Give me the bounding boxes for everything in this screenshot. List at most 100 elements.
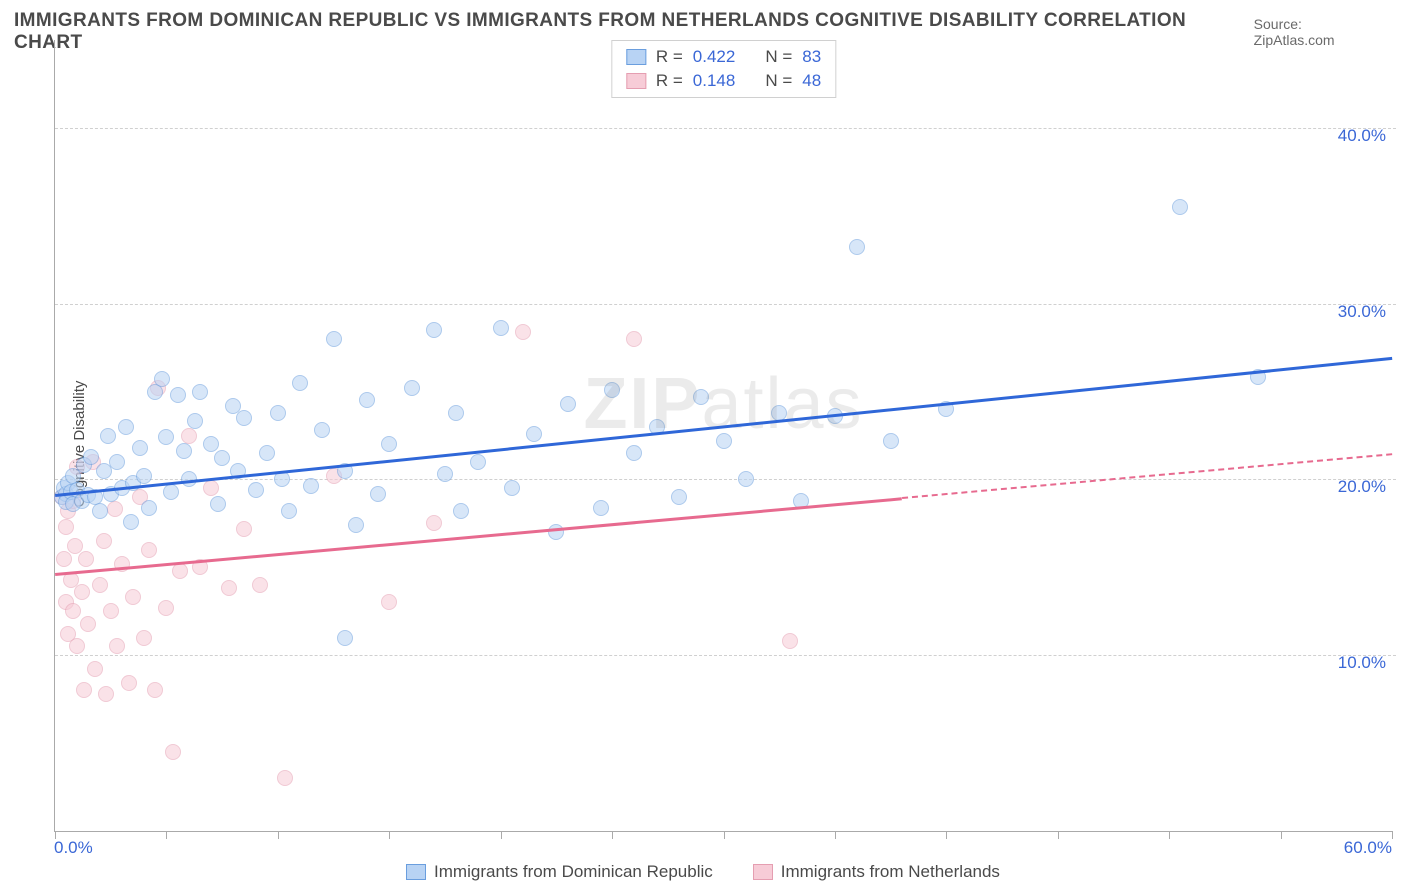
scatter-point <box>65 603 81 619</box>
scatter-point <box>136 468 152 484</box>
x-tick <box>946 831 947 839</box>
x-tick <box>612 831 613 839</box>
scatter-point <box>118 419 134 435</box>
scatter-point <box>849 239 865 255</box>
scatter-point <box>270 405 286 421</box>
scatter-point <box>326 331 342 347</box>
scatter-point <box>98 686 114 702</box>
scatter-point <box>381 436 397 452</box>
scatter-point <box>187 413 203 429</box>
gridline <box>55 304 1396 305</box>
legend-swatch-icon <box>626 49 646 65</box>
legend-item: Immigrants from Dominican Republic <box>406 862 713 882</box>
x-tick <box>1169 831 1170 839</box>
scatter-point <box>453 503 469 519</box>
scatter-point <box>359 392 375 408</box>
x-tick <box>389 831 390 839</box>
scatter-point <box>96 533 112 549</box>
scatter-point <box>604 382 620 398</box>
x-tick <box>501 831 502 839</box>
x-tick <box>1392 831 1393 839</box>
scatter-point <box>58 519 74 535</box>
scatter-point <box>221 580 237 596</box>
regression-line <box>55 497 902 576</box>
y-tick-label: 30.0% <box>1338 302 1386 322</box>
legend-stats-row: R = 0.148 N = 48 <box>626 69 821 93</box>
legend-bottom: Immigrants from Dominican Republic Immig… <box>0 862 1406 882</box>
scatter-point <box>123 514 139 530</box>
scatter-point <box>548 524 564 540</box>
scatter-point <box>693 389 709 405</box>
x-tick <box>166 831 167 839</box>
scatter-point <box>370 486 386 502</box>
scatter-point <box>92 503 108 519</box>
regression-line <box>902 453 1392 499</box>
legend-swatch-icon <box>406 864 426 880</box>
x-tick-label-min: 0.0% <box>54 838 93 858</box>
scatter-point <box>87 661 103 677</box>
scatter-point <box>109 638 125 654</box>
scatter-point <box>154 371 170 387</box>
scatter-point <box>493 320 509 336</box>
scatter-point <box>69 638 85 654</box>
scatter-point <box>716 433 732 449</box>
x-tick <box>278 831 279 839</box>
scatter-point <box>437 466 453 482</box>
legend-stats-box: R = 0.422 N = 83 R = 0.148 N = 48 <box>611 40 836 98</box>
x-tick <box>835 831 836 839</box>
legend-r-label: R = <box>656 71 683 91</box>
scatter-point <box>92 577 108 593</box>
scatter-point <box>337 630 353 646</box>
scatter-point <box>100 428 116 444</box>
scatter-plot: ZIPatlas R = 0.422 N = 83 R = 0.148 N = … <box>54 40 1392 832</box>
scatter-point <box>236 521 252 537</box>
scatter-point <box>141 500 157 516</box>
legend-r-value: 0.148 <box>693 71 736 91</box>
scatter-point <box>426 322 442 338</box>
scatter-point <box>560 396 576 412</box>
legend-swatch-icon <box>626 73 646 89</box>
scatter-point <box>292 375 308 391</box>
x-tick <box>1058 831 1059 839</box>
scatter-point <box>626 445 642 461</box>
y-tick-label: 10.0% <box>1338 653 1386 673</box>
scatter-point <box>214 450 230 466</box>
scatter-point <box>147 682 163 698</box>
scatter-point <box>80 616 96 632</box>
scatter-point <box>78 551 94 567</box>
legend-swatch-icon <box>753 864 773 880</box>
y-tick-label: 40.0% <box>1338 126 1386 146</box>
scatter-point <box>203 436 219 452</box>
scatter-point <box>314 422 330 438</box>
legend-series-label: Immigrants from Dominican Republic <box>434 862 713 882</box>
scatter-point <box>56 551 72 567</box>
scatter-point <box>107 501 123 517</box>
y-tick-label: 20.0% <box>1338 477 1386 497</box>
scatter-point <box>738 471 754 487</box>
legend-series-label: Immigrants from Netherlands <box>781 862 1000 882</box>
scatter-point <box>448 405 464 421</box>
gridline <box>55 479 1396 480</box>
legend-n-value: 48 <box>802 71 821 91</box>
scatter-point <box>136 630 152 646</box>
legend-r-value: 0.422 <box>693 47 736 67</box>
scatter-point <box>381 594 397 610</box>
legend-item: Immigrants from Netherlands <box>753 862 1000 882</box>
legend-r-label: R = <box>656 47 683 67</box>
scatter-point <box>470 454 486 470</box>
x-tick <box>1281 831 1282 839</box>
scatter-point <box>103 603 119 619</box>
scatter-point <box>158 600 174 616</box>
scatter-point <box>76 682 92 698</box>
legend-n-label: N = <box>765 47 792 67</box>
scatter-point <box>170 387 186 403</box>
scatter-point <box>125 589 141 605</box>
scatter-point <box>259 445 275 461</box>
scatter-point <box>248 482 264 498</box>
scatter-point <box>626 331 642 347</box>
legend-n-value: 83 <box>802 47 821 67</box>
scatter-point <box>252 577 268 593</box>
legend-n-label: N = <box>765 71 792 91</box>
scatter-point <box>163 484 179 500</box>
scatter-point <box>158 429 174 445</box>
